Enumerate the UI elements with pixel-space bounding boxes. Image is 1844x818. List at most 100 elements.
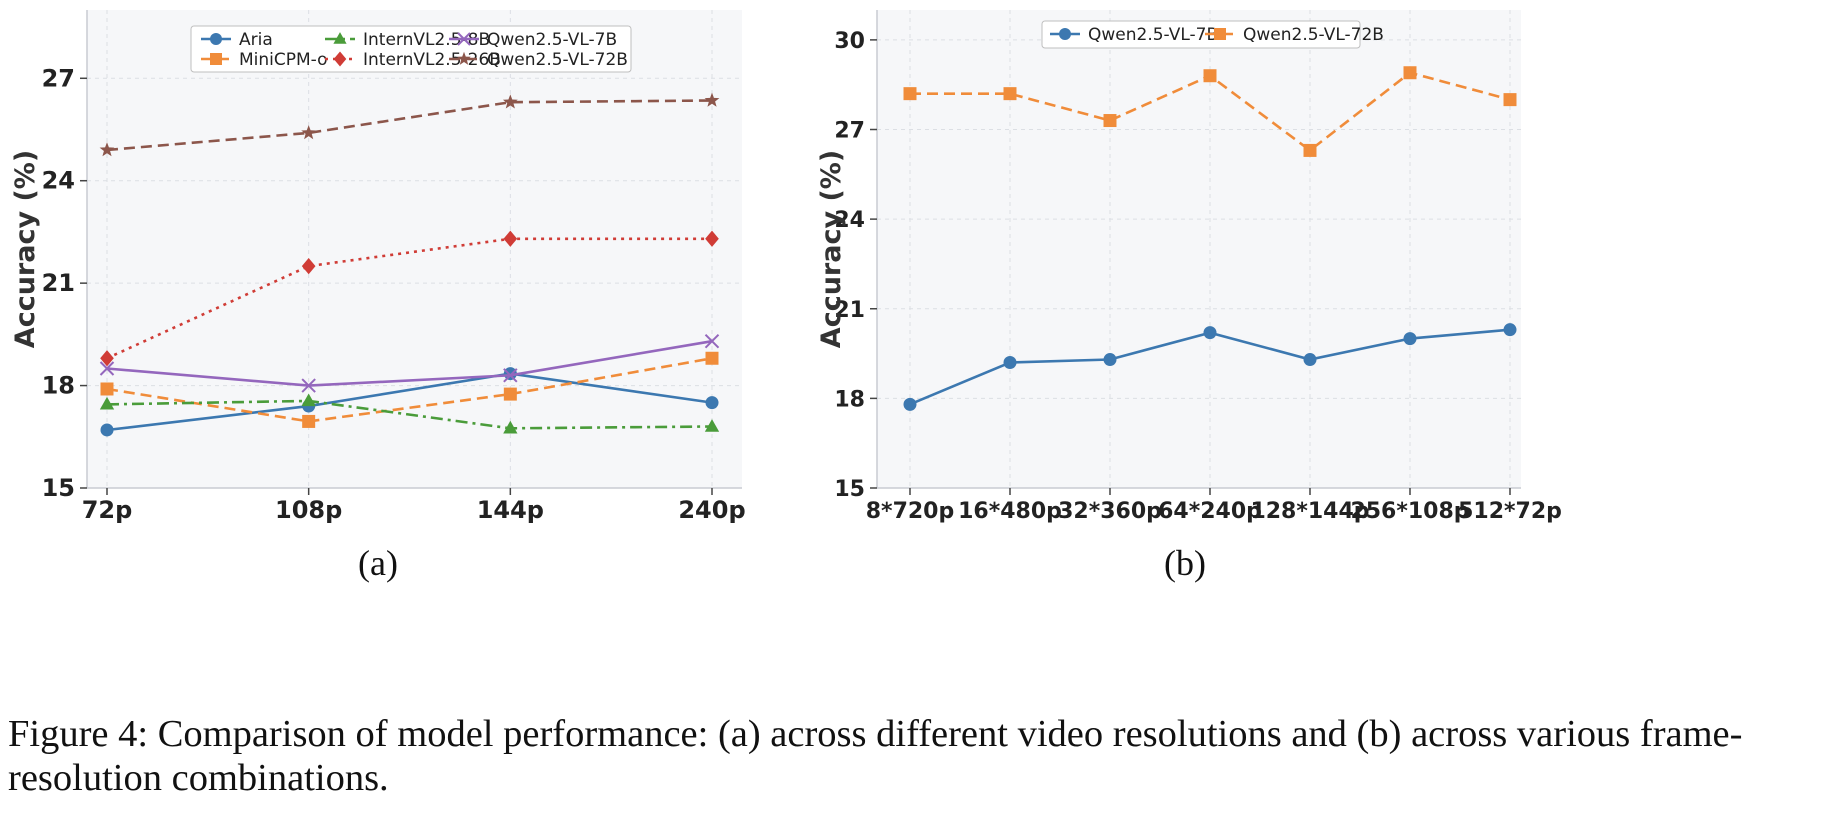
legend-item-qwen2-5-vl-7b: Qwen2.5-VL-7B [449,30,617,50]
data-point [502,94,518,109]
legend-label: Aria [239,30,273,50]
y-tick-label: 15 [42,474,75,502]
legend-label: Qwen2.5-VL-7B [487,30,617,50]
data-point [301,378,316,393]
y-tick-label: 24 [42,167,75,195]
legend-label: Qwen2.5-VL-72B [1243,25,1384,45]
series-minicpm-o [100,351,719,428]
series-line [106,357,713,423]
data-point [100,423,114,437]
plot-area [877,10,1521,488]
y-tick-label: 30 [834,29,865,54]
data-point [301,125,317,140]
data-point [100,382,114,396]
data-point [1203,69,1217,83]
legend-box [1041,20,1361,49]
series-qwen2-5-vl-72b [903,66,1517,157]
legend-box [190,25,632,73]
data-point [1403,332,1417,346]
legend: Qwen2.5-VL-7B Qwen2.5-VL-72B [1041,20,1384,49]
series-aria [100,367,719,437]
x-tick-label: 128*144p [1250,499,1369,524]
series-line [106,399,713,430]
data-point [99,361,115,376]
y-axis-label: Accuracy (%) [816,150,847,348]
x-tick-label: 512*72p [1458,499,1562,524]
y-tick-label: 21 [834,298,865,323]
series-internvl2-5-8b [99,393,720,434]
data-point [503,420,518,434]
data-point [903,397,917,411]
legend-marker [210,53,222,65]
legend-marker [1059,28,1071,40]
x-tick-label: 64*240p [1158,499,1262,524]
data-point [1203,326,1217,340]
data-point [704,92,720,107]
legend-item-qwen2-5-vl-72b: Qwen2.5-VL-72B [1205,25,1384,45]
subfigure-label: (a) [358,543,398,583]
data-point [302,414,316,428]
legend-marker [333,51,347,67]
series-internvl2-5-26b [100,230,719,367]
data-point [705,396,719,410]
y-axis-label: Accuracy (%) [10,150,41,348]
legend-label: Qwen2.5-VL-7B [1088,25,1218,45]
series-qwen2-5-vl-7b [903,323,1517,411]
y-tick-label: 27 [42,64,75,92]
data-point [1503,93,1517,107]
data-point [503,367,517,381]
y-tick-label: 18 [42,372,75,400]
data-point [704,333,720,349]
data-point [903,87,917,101]
legend-marker [333,32,347,44]
legend-item-qwen2-5-vl-72b: Qwen2.5-VL-72B [449,50,628,70]
x-tick-label: 144p [477,496,544,524]
series-qwen2-5-vl-7b [99,333,720,393]
data-point [503,387,517,401]
figure-caption: Figure 4: Comparison of model performanc… [8,713,1743,799]
data-point [301,257,316,275]
data-point [503,230,518,247]
chart-b: 15 18 21 24 27 30 8*720p 16*480p32*360p64*240p1… [816,10,1562,583]
series-line [106,339,713,387]
data-point [1003,356,1017,370]
data-point [1103,353,1117,367]
legend-label: MiniCPM-o [239,50,328,70]
x-tick-label: 16*480p [958,499,1062,524]
data-point [704,419,720,432]
legend-marker [210,33,222,45]
legend-item-qwen2-5-vl-7b: Qwen2.5-VL-7B [1050,25,1218,45]
x-tick-label: 32*360p [1058,499,1162,524]
data-point [1303,143,1317,157]
data-point [1003,87,1017,101]
x-tick-label: 8*720p [866,499,954,524]
subfigure-label: (b) [1164,543,1206,583]
data-point [1403,66,1417,80]
legend-label: Qwen2.5-VL-72B [487,50,628,70]
data-point [1503,323,1517,337]
legend-marker [1214,28,1226,40]
data-point [301,393,316,407]
series-line [106,372,713,432]
legend-marker [457,51,471,65]
x-tick-label: 108p [275,496,342,524]
legend-label: InternVL2.5-26B [363,50,501,70]
chart-a: 15 18 21 24 27 72p 108p 144p 240p Accuracy (%) Ari… [10,10,746,583]
x-tick-label: 240p [678,496,745,524]
data-point [99,396,115,410]
data-point [100,350,114,367]
x-tick-label: 256*108p [1350,499,1469,524]
legend-item-internvl2-5-26b: InternVL2.5-26B [325,50,501,70]
figure: 15 18 21 24 27 72p 108p 144p 240p Accuracy (%) Ari… [10,10,1562,583]
data-point [705,230,719,247]
y-tick-label: 24 [834,208,865,233]
data-point [1303,353,1317,367]
legend-item-aria: Aria [201,30,273,50]
data-point [705,351,719,365]
legend: AriaMiniCPM-oInternVL2.5-8BInternVL2.5-2… [190,25,632,73]
data-point [1103,114,1117,128]
x-tick-label: 72p [82,496,133,524]
y-tick-label: 18 [834,387,865,412]
y-tick-label: 27 [834,119,865,144]
legend-item-minicpm-o: MiniCPM-o [201,50,328,70]
